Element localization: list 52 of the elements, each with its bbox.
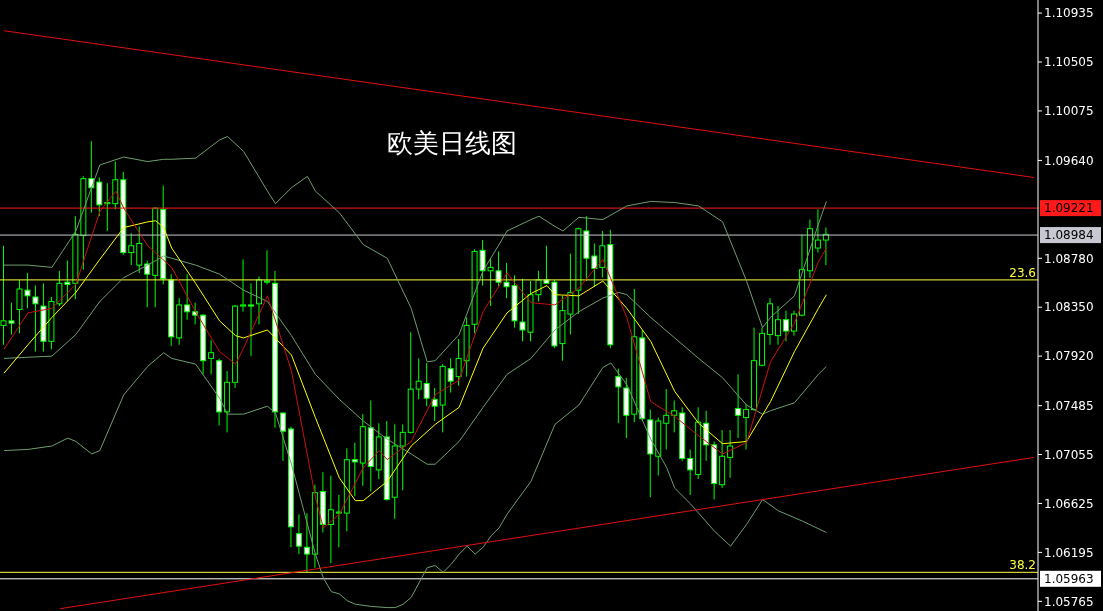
ref-line-label: 1.05963 xyxy=(1044,571,1094,586)
candlestick xyxy=(128,232,135,266)
candlestick xyxy=(279,411,286,462)
candlestick xyxy=(671,400,678,433)
candlestick xyxy=(775,305,782,346)
line-series xyxy=(3,190,827,529)
y-tick-label: 1.05765 xyxy=(1044,594,1094,609)
candlestick xyxy=(415,357,422,400)
candlestick xyxy=(743,403,750,450)
y-tick-label: 1.06195 xyxy=(1044,545,1094,560)
line-series xyxy=(3,352,827,609)
y-tick-label: 1.07920 xyxy=(1044,349,1094,364)
candlestick xyxy=(431,387,438,422)
ref-line-label: 1.09221 xyxy=(1044,201,1094,216)
candlestick xyxy=(240,258,247,313)
candlestick xyxy=(735,373,742,439)
candlestick xyxy=(295,513,302,555)
y-tick-label: 1.06625 xyxy=(1044,496,1094,511)
annotation: 23.6 xyxy=(1009,265,1036,280)
candlestick xyxy=(263,249,270,285)
candlestick xyxy=(144,260,151,308)
line-series xyxy=(3,220,827,502)
candlestick xyxy=(303,512,310,573)
candlestick xyxy=(615,368,622,424)
candlestick xyxy=(248,282,255,357)
candlestick xyxy=(399,423,406,491)
candlestick xyxy=(351,442,358,497)
y-tick-label: 1.10075 xyxy=(1044,104,1094,119)
candlestick xyxy=(136,225,143,274)
y-tick-label: 1.08350 xyxy=(1044,300,1094,315)
y-tick-label: 1.10505 xyxy=(1044,55,1094,70)
candlestick xyxy=(814,208,821,254)
candlestick xyxy=(335,494,342,548)
y-tick-label: 1.09640 xyxy=(1044,153,1094,168)
y-tick-label: 1.07485 xyxy=(1044,398,1094,413)
candlestick xyxy=(782,310,789,342)
ref-line-label: 1.08984 xyxy=(1044,228,1094,243)
candlestick xyxy=(184,273,191,321)
y-tick-label: 1.10935 xyxy=(1044,6,1094,21)
candlestick xyxy=(327,475,334,564)
candlestick xyxy=(32,285,39,353)
text: 欧美日线图 xyxy=(387,128,517,158)
y-tick-label: 1.08780 xyxy=(1044,251,1094,266)
candlestick xyxy=(663,388,670,450)
line-series xyxy=(3,255,827,465)
candlestick xyxy=(96,177,103,217)
candlestick xyxy=(687,448,694,496)
candlestick xyxy=(208,339,215,375)
candlestick xyxy=(727,429,734,479)
annotation: 38.2 xyxy=(1009,558,1036,573)
y-tick-label: 1.07055 xyxy=(1044,447,1094,462)
candlestick xyxy=(423,362,430,407)
